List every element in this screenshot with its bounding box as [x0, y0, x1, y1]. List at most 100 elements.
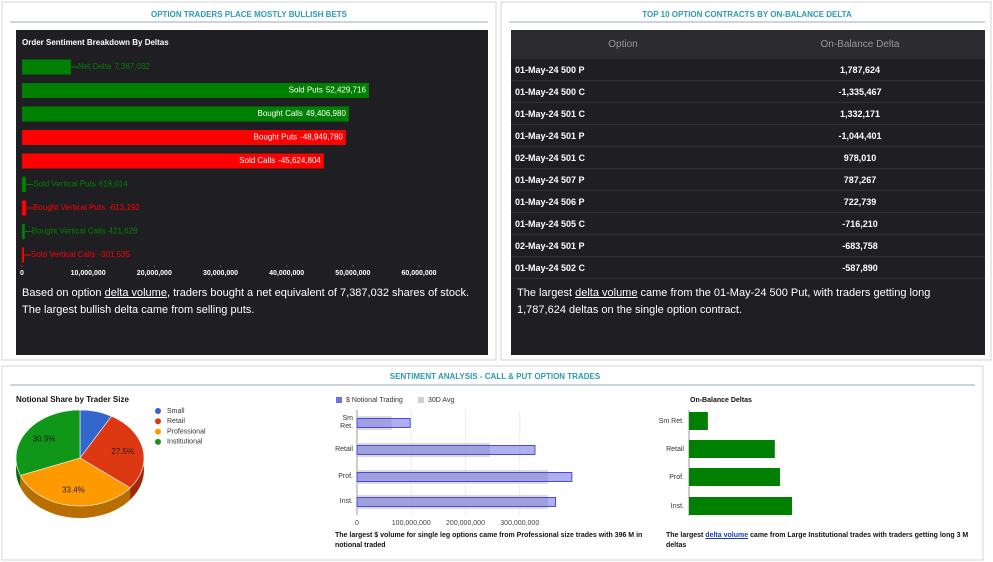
legend-swatch	[155, 408, 161, 414]
chart-title: Notional Share by Trader Size	[16, 395, 129, 404]
table-cell: 01-May-24 505 C	[515, 218, 586, 229]
table-cell: 02-May-24 501 P	[515, 240, 585, 251]
bar	[689, 412, 708, 430]
column-header: On-Balance Delta	[820, 39, 900, 50]
table-cell: 01-May-24 500 P	[515, 64, 585, 75]
link[interactable]: delta volume	[575, 287, 638, 299]
table-cell: -1,335,467	[838, 86, 882, 97]
category-label: Sold Calls	[239, 156, 275, 165]
table-cell: 978,010	[843, 152, 877, 163]
value-label: 7,387,032	[114, 62, 150, 71]
table-cell: 01-May-24 501 C	[515, 108, 586, 119]
category-label: Bought Vertical Calls	[32, 227, 106, 236]
bar-label: Bought Puts -48,949,780	[254, 133, 344, 142]
x-tick-label: 300,000,000	[500, 520, 539, 527]
table-cell: 01-May-24 500 C	[515, 86, 586, 97]
x-tick-label: 40,000,000	[269, 270, 304, 277]
note-text: The largest	[666, 532, 706, 539]
note: Based on option delta volume, traders bo…	[22, 285, 484, 319]
bar	[22, 106, 349, 122]
x-tick-label: 10,000,000	[71, 270, 106, 277]
bar-label: Net Delta 7,387,032	[78, 62, 151, 71]
panel-title: TOP 10 OPTION CONTRACTS BY ON-BALANCE DE…	[642, 10, 852, 19]
table-cell: 01-May-24 507 P	[515, 174, 585, 185]
value-label: -613,192	[108, 203, 140, 212]
legend-swatch	[336, 397, 342, 403]
panel-title: SENTIMENT ANALYSIS - CALL & PUT OPTION T…	[390, 372, 601, 381]
x-tick-label: 200,000,000	[446, 520, 485, 527]
bar	[22, 200, 27, 216]
legend-label: $ Notional Trading	[346, 397, 403, 404]
note: The largest delta volume came from Large…	[666, 531, 981, 551]
value-label: 52,429,716	[326, 86, 367, 95]
table-cell: 02-May-24 501 C	[515, 152, 586, 163]
pie-slice	[19, 457, 131, 507]
table-row: 01-May-24 507 P 787,267	[511, 169, 985, 191]
bar	[22, 247, 24, 263]
table-row: 01-May-24 501 C 1,332,171	[511, 103, 985, 125]
table-row: 01-May-24 502 C -587,890	[511, 257, 985, 279]
data-label: 30.9%	[33, 435, 56, 444]
bar-label: Sold Vertical Calls -301,535	[31, 250, 131, 259]
bar	[356, 472, 573, 482]
y-tick-label: Retail	[666, 446, 684, 453]
bar	[356, 445, 536, 455]
chart-title: Order Sentiment Breakdown By Deltas	[22, 38, 169, 47]
bar-label: Bought Calls 49,406,980	[258, 109, 347, 118]
data-label: 33.4%	[62, 485, 85, 494]
bar	[689, 440, 775, 458]
value-label: 421,628	[109, 227, 138, 236]
legend-label: 30D Avg	[428, 397, 454, 404]
data-label: 27.5%	[111, 447, 134, 456]
table-row: 02-May-24 501 P -683,758	[511, 235, 985, 257]
note-text: came from the 01-May-24 500 Put, with tr…	[517, 287, 931, 316]
table-cell: 722,739	[843, 196, 877, 207]
x-tick-label: 0	[20, 270, 24, 277]
link[interactable]: delta volume	[104, 287, 167, 299]
pie-side	[20, 475, 131, 518]
x-tick-label: 30,000,000	[203, 270, 238, 277]
legend-swatch	[155, 428, 161, 435]
column-header: Option	[608, 39, 638, 50]
category-label: Sold Vertical Puts	[33, 180, 96, 189]
pie-slice	[15, 409, 81, 476]
dark-box	[511, 30, 985, 355]
table-row: 01-May-24 505 C -716,210	[511, 213, 985, 235]
table-cell: -683,758	[842, 240, 878, 251]
bar-label: Sold Calls -45,624,804	[239, 156, 321, 165]
table-cell: 1,332,171	[839, 108, 881, 119]
legend-label: Professional	[167, 428, 206, 435]
bar-label: Sold Puts 52,429,716	[289, 86, 367, 95]
link[interactable]: delta volume	[705, 532, 749, 539]
x-tick-label: 60,000,000	[401, 270, 436, 277]
note-text: The largest	[517, 287, 576, 299]
x-tick-label: 0	[355, 520, 359, 527]
value-label: -45,624,804	[278, 156, 321, 165]
table-row: 01-May-24 501 P -1,044,401	[511, 125, 985, 147]
bar	[22, 224, 25, 239]
table: Option On-Balance Delta 01-May-24 500 P 1,7…	[511, 30, 985, 279]
table-cell: -716,210	[842, 218, 878, 229]
note-text: came from Large Institutional trades wit…	[666, 532, 969, 549]
category-label: Sold Vertical Calls	[31, 250, 95, 259]
table-row: 02-May-24 501 C 978,010	[511, 147, 985, 169]
table-row: 01-May-24 500 C -1,335,467	[511, 81, 985, 103]
y-tick-label: Prof.	[338, 473, 353, 480]
table-cell: 787,267	[843, 174, 877, 185]
category-label: Sold Puts	[289, 86, 323, 95]
note: The largest delta volume came from the 0…	[517, 285, 979, 319]
y-tick-label: Sm Ret.	[659, 418, 684, 425]
bar-label: Bought Vertical Puts -613,192	[33, 203, 140, 212]
pie-slice	[79, 415, 145, 489]
bar	[689, 497, 792, 515]
bar-label: Bought Vertical Calls 421,628	[32, 227, 138, 236]
category-label: Bought Puts	[254, 133, 298, 142]
y-tick-label: Prof.	[669, 474, 684, 481]
bar	[689, 468, 780, 486]
legend-swatch	[155, 438, 161, 445]
table-cell: -587,890	[842, 262, 878, 273]
bar	[22, 59, 71, 75]
legend-label: Retail	[167, 418, 185, 425]
